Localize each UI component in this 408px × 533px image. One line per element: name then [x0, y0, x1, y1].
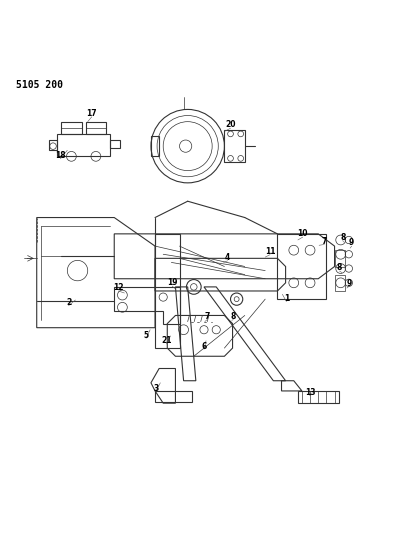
Text: 5: 5 [144, 330, 149, 340]
Text: 1: 1 [284, 294, 289, 303]
Text: 2: 2 [66, 298, 71, 307]
Text: 13: 13 [306, 387, 316, 397]
Bar [61, 122, 82, 134]
Bar [335, 250, 345, 266]
Bar [86, 122, 106, 134]
Text: 20: 20 [225, 120, 236, 130]
Text: 8: 8 [340, 232, 346, 241]
Text: 18: 18 [55, 151, 66, 160]
Text: 10: 10 [297, 229, 308, 238]
Text: 6: 6 [202, 342, 206, 351]
Text: 5105 200: 5105 200 [16, 79, 63, 90]
Text: 8: 8 [337, 263, 342, 272]
Bar [335, 274, 345, 291]
Text: 9: 9 [349, 238, 354, 247]
Text: 9: 9 [346, 279, 351, 288]
Text: 8: 8 [231, 312, 236, 321]
Text: 3: 3 [153, 384, 158, 393]
Text: 19: 19 [167, 278, 177, 287]
Text: 12: 12 [113, 283, 124, 292]
Text: 7: 7 [322, 237, 327, 246]
Text: 4: 4 [225, 253, 230, 262]
Text: 7: 7 [204, 312, 210, 321]
Text: 11: 11 [265, 247, 275, 256]
Text: 17: 17 [86, 109, 97, 118]
Text: 21: 21 [161, 336, 172, 345]
